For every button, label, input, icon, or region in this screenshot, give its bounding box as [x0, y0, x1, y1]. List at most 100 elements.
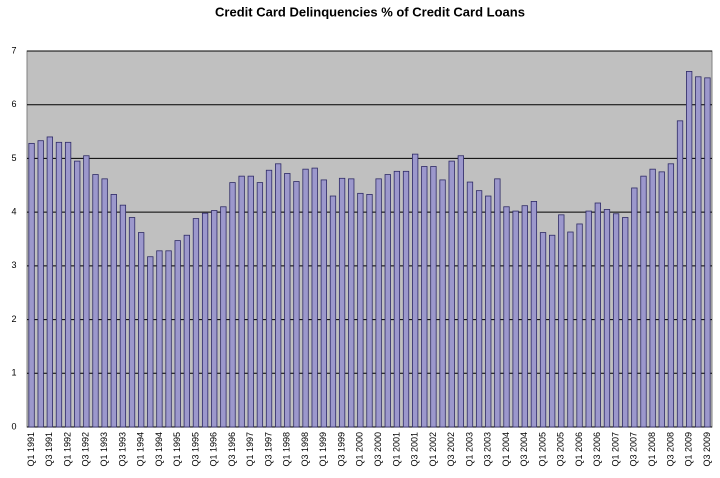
bar: [265, 169, 273, 428]
bar: [284, 173, 291, 428]
x-tick-label: Q1 1994: [136, 432, 146, 467]
bar: [348, 178, 355, 428]
bar: [37, 140, 44, 428]
y-tick-label: 7: [11, 45, 16, 55]
x-tick-label: Q3 2007: [629, 432, 639, 467]
bar: [192, 218, 200, 428]
bar: [329, 195, 337, 428]
x-tick-label: Q3 1992: [81, 432, 91, 467]
y-tick-label: 3: [11, 260, 16, 270]
bar: [46, 136, 53, 428]
bar: [74, 160, 81, 428]
bar: [128, 217, 136, 428]
bar: [439, 179, 446, 428]
x-tick-label: Q3 1997: [263, 432, 273, 467]
bar: [576, 223, 583, 428]
bar: [28, 142, 35, 428]
y-tick-label: 4: [11, 207, 16, 217]
x-tick-label: Q1 1991: [26, 432, 36, 467]
x-tick-label: Q1 1996: [209, 432, 219, 467]
x-tick-label: Q1 2006: [574, 432, 584, 467]
x-tick-label: Q1 2005: [537, 432, 547, 467]
bar: [594, 202, 601, 428]
y-tick-label: 6: [11, 99, 16, 109]
bar: [485, 195, 492, 428]
bar: [412, 153, 419, 428]
bar: [156, 250, 163, 428]
bar: [686, 71, 693, 428]
bar: [110, 194, 117, 428]
x-tick-label: Q3 1994: [154, 432, 164, 467]
bar: [247, 175, 254, 428]
bar: [92, 174, 99, 428]
x-tick-label: Q3 2004: [519, 432, 529, 467]
y-tick-label: 5: [11, 153, 16, 163]
x-tick-label: Q1 1997: [245, 432, 255, 467]
x-tick-label: Q1 2003: [464, 432, 474, 467]
x-tick-label: Q3 2000: [373, 432, 383, 467]
bar: [83, 155, 90, 428]
bar: [119, 204, 127, 428]
bar: [366, 194, 373, 428]
bar: [256, 182, 264, 428]
bar: [201, 212, 209, 428]
bar: [375, 178, 382, 428]
bar: [220, 206, 227, 428]
bar: [101, 178, 108, 428]
y-tick-label: 1: [11, 368, 16, 378]
bar: [183, 234, 190, 428]
bar: [658, 171, 665, 428]
bar: [448, 160, 455, 428]
x-tick-label: Q1 1998: [282, 432, 292, 467]
x-tick-label: Q3 2001: [410, 432, 420, 467]
bar: [311, 167, 318, 428]
y-tick-label: 2: [11, 314, 16, 324]
x-tick-label: Q1 2004: [501, 432, 511, 467]
bar: [238, 175, 245, 428]
x-tick-label: Q1 1995: [172, 432, 182, 467]
bar: [457, 155, 464, 428]
bar: [165, 250, 172, 428]
bar: [612, 213, 620, 428]
bar: [640, 175, 647, 428]
x-tick-label: Q1 2001: [391, 432, 401, 467]
x-tick-label: Q3 1998: [300, 432, 310, 467]
bar: [667, 163, 675, 428]
bar: [393, 170, 401, 428]
x-tick-label: Q1 2009: [684, 432, 694, 467]
x-tick-label: Q1 1992: [62, 432, 72, 467]
bar: [402, 170, 410, 428]
bar: [649, 168, 656, 428]
bar: [293, 181, 300, 428]
x-tick-label: Q3 2008: [665, 432, 675, 467]
bar: [704, 77, 711, 428]
bar: [430, 166, 437, 428]
x-tick-label: Q3 1995: [190, 432, 200, 467]
bar: [567, 231, 574, 428]
bar: [211, 210, 218, 428]
bar: [421, 166, 428, 428]
x-tick-label: Q3 1999: [336, 432, 346, 467]
x-tick-label: Q3 2003: [483, 432, 493, 467]
bar: [466, 181, 474, 428]
bar: [275, 163, 282, 428]
y-tick-label: 0: [11, 421, 16, 431]
bar: [357, 192, 364, 428]
bar: [229, 182, 236, 428]
bar: [530, 200, 538, 428]
bar: [174, 240, 181, 428]
bar: [558, 214, 565, 428]
bar: [338, 177, 346, 428]
bar: [539, 232, 547, 428]
bar: [603, 209, 611, 428]
x-tick-label: Q3 2006: [592, 432, 602, 467]
x-tick-label: Q1 2007: [610, 432, 620, 467]
chart-title: Credit Card Delinquencies % of Credit Ca…: [215, 4, 525, 19]
x-tick-label: Q1 1999: [318, 432, 328, 467]
bar: [475, 190, 483, 428]
x-tick-label: Q3 1991: [44, 432, 54, 467]
bar: [138, 232, 145, 428]
x-tick-label: Q3 1993: [117, 432, 127, 467]
x-tick-label: Q3 2009: [702, 432, 712, 467]
